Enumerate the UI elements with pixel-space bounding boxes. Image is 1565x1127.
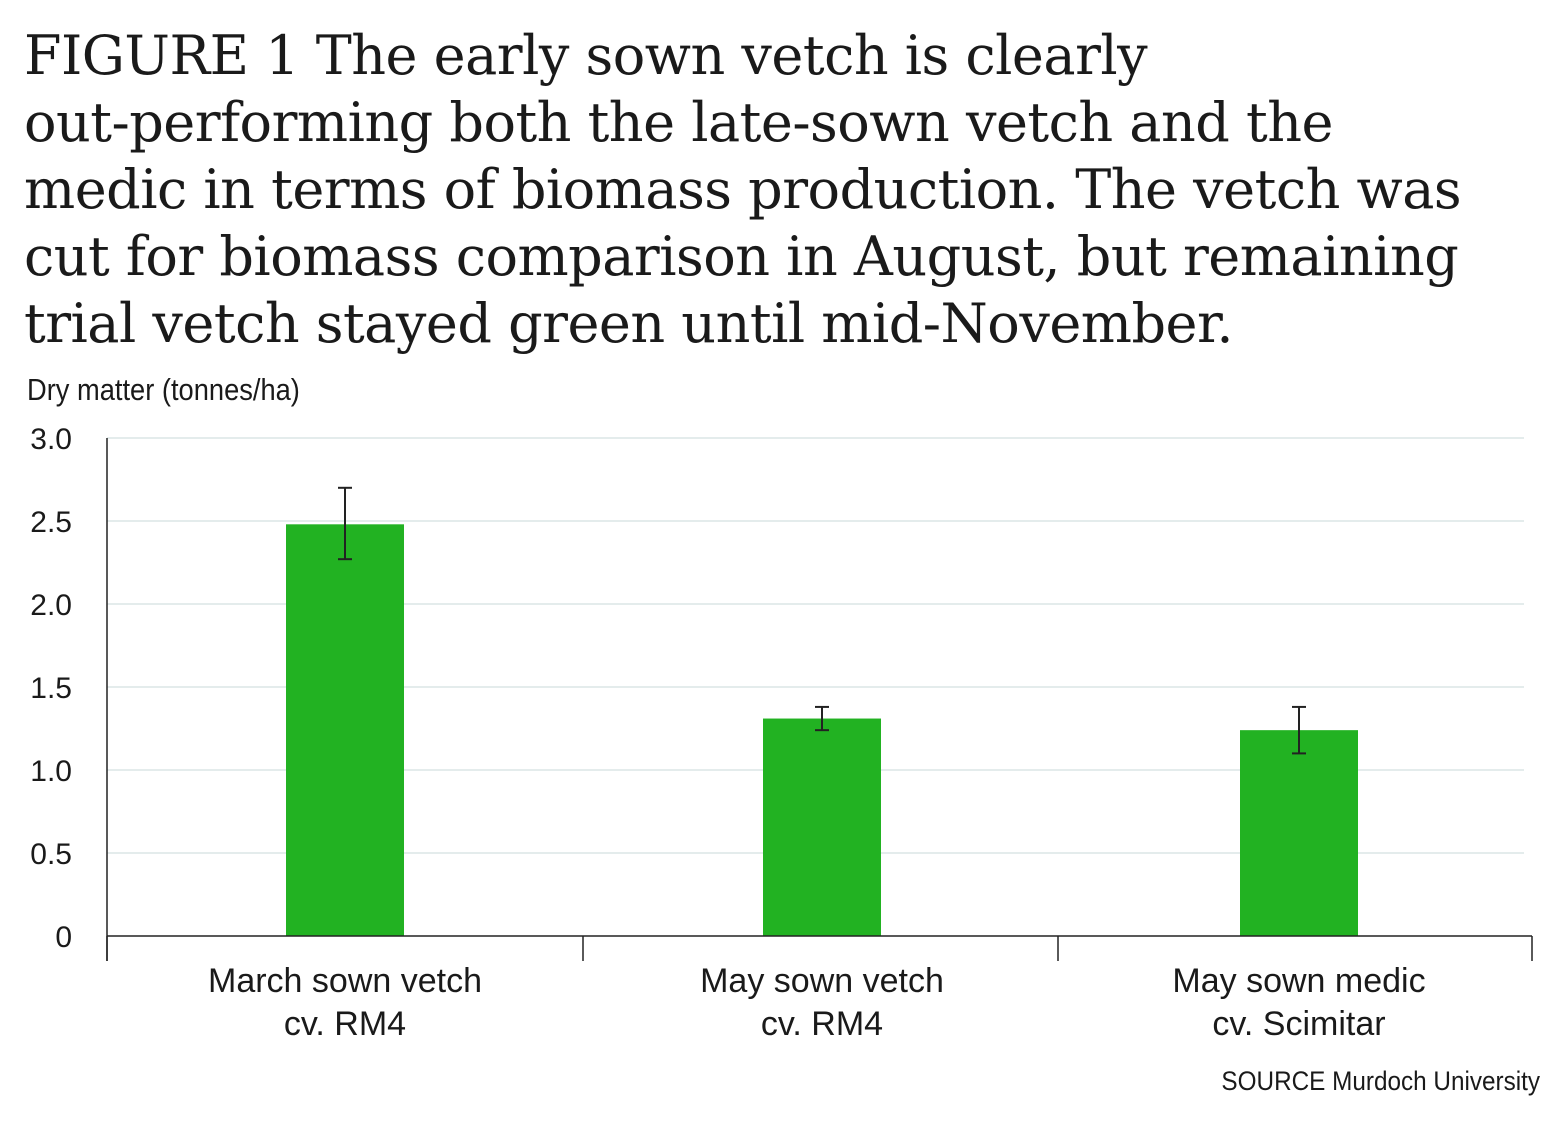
x-category-label: March sown vetch [208, 962, 482, 1000]
y-tick-label: 1.5 [30, 672, 72, 705]
x-axis [106, 438, 1533, 961]
figure-title-line: medic in terms of biomass production. Th… [24, 158, 1462, 221]
source-credit: SOURCE Murdoch University [1221, 1066, 1540, 1096]
x-category-label: cv. RM4 [761, 1005, 883, 1043]
figure-title-line: cut for biomass comparison in August, bu… [24, 225, 1459, 288]
figure-title-line: trial vetch stayed green until mid-Novem… [24, 292, 1234, 355]
x-category-label: cv. RM4 [284, 1005, 406, 1043]
y-axis-title: Dry matter (tonnes/ha) [27, 372, 300, 407]
bar [286, 524, 404, 936]
bars [286, 524, 1358, 936]
bar [763, 718, 881, 936]
y-tick-label: 2.0 [30, 589, 72, 622]
y-tick-label: 0.5 [30, 838, 72, 871]
y-tick-label: 3.0 [30, 423, 72, 456]
y-tick-label: 0 [55, 921, 72, 954]
figure-title: FIGURE 1 The early sown vetch is clearly… [24, 22, 1544, 357]
bar [1240, 730, 1358, 936]
x-category-label: cv. Scimitar [1212, 1005, 1385, 1043]
x-category-label: May sown vetch [700, 962, 944, 1000]
error-bars [338, 486, 1306, 755]
y-tick-labels: 0 0.5 1.0 1.5 2.0 2.5 3.0 [30, 423, 72, 954]
category-labels: March sown vetch cv. RM4 May sown vetch cv.… [208, 962, 1426, 1043]
y-tick-label: 1.0 [30, 755, 72, 788]
y-tick-label: 2.5 [30, 506, 72, 539]
figure-title-line: out-performing both the late-sown vetch … [24, 91, 1333, 154]
figure-title-line: FIGURE 1 The early sown vetch is clearly [24, 24, 1148, 87]
x-category-label: May sown medic [1172, 962, 1425, 1000]
